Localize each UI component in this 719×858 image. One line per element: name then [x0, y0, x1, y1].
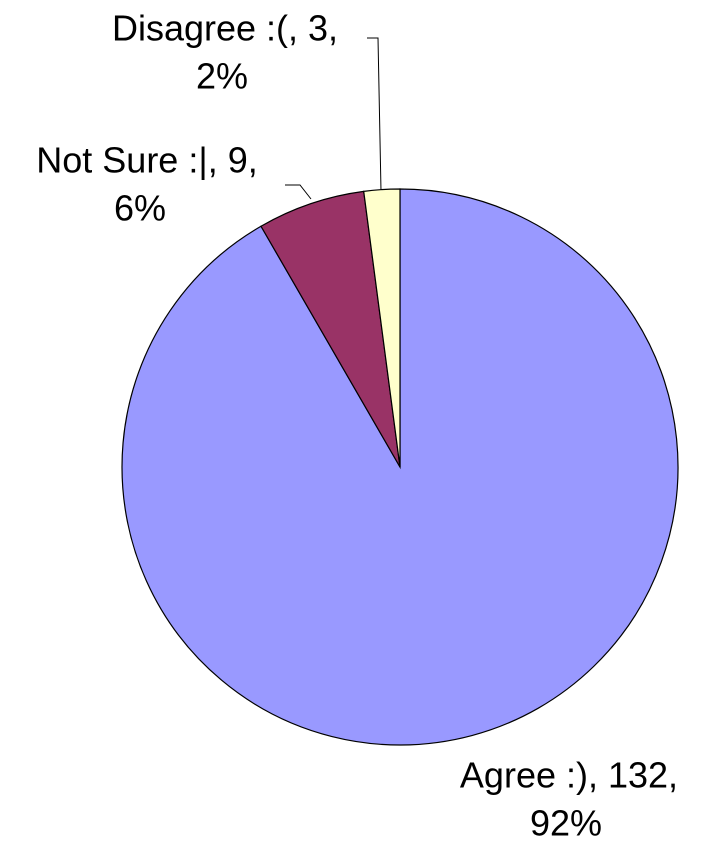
data-label: 92%	[530, 803, 602, 844]
data-label: Agree :), 132,	[460, 755, 678, 796]
data-label: 6%	[114, 188, 166, 229]
leader-line	[367, 37, 382, 192]
data-label: Disagree :(, 3,	[112, 8, 338, 49]
data-label: Not Sure :|, 9,	[36, 140, 257, 181]
data-label: 2%	[196, 56, 248, 97]
pie-slice	[363, 188, 401, 468]
leader-line	[285, 184, 312, 200]
